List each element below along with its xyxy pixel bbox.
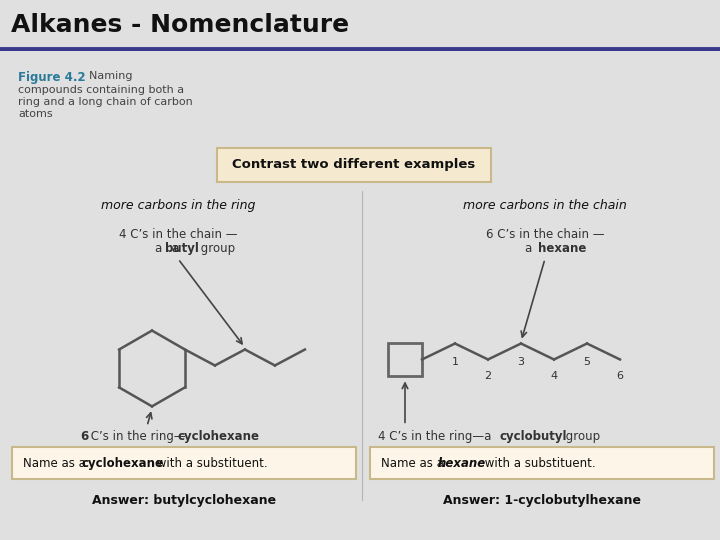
Text: 5: 5 bbox=[583, 357, 590, 368]
Text: 6: 6 bbox=[80, 430, 89, 443]
Text: Alkanes - Nomenclature: Alkanes - Nomenclature bbox=[11, 12, 349, 37]
Text: 4 C’s in the chain —: 4 C’s in the chain — bbox=[119, 228, 238, 241]
FancyBboxPatch shape bbox=[370, 447, 714, 479]
Text: group: group bbox=[197, 242, 235, 255]
Text: a: a bbox=[173, 242, 184, 255]
Text: a: a bbox=[155, 242, 166, 255]
Text: cyclohexane: cyclohexane bbox=[178, 430, 260, 443]
Text: Contrast two different examples: Contrast two different examples bbox=[233, 159, 476, 172]
Text: 4: 4 bbox=[550, 372, 557, 381]
FancyBboxPatch shape bbox=[12, 447, 356, 479]
FancyBboxPatch shape bbox=[217, 148, 491, 182]
Text: more carbons in the ring: more carbons in the ring bbox=[101, 199, 255, 212]
Text: compounds containing both a: compounds containing both a bbox=[18, 85, 184, 95]
Text: C’s in the ring—: C’s in the ring— bbox=[87, 430, 186, 443]
Text: hexane: hexane bbox=[438, 457, 486, 470]
Text: 3: 3 bbox=[518, 357, 524, 368]
Text: atoms: atoms bbox=[18, 109, 53, 119]
Text: a: a bbox=[173, 242, 184, 255]
Text: 6 C’s in the chain —: 6 C’s in the chain — bbox=[486, 228, 604, 241]
Text: Name as a: Name as a bbox=[381, 457, 448, 470]
Text: Answer: 1-cyclobutylhexane: Answer: 1-cyclobutylhexane bbox=[443, 494, 641, 507]
Text: 1: 1 bbox=[451, 357, 459, 368]
Text: a: a bbox=[525, 242, 536, 255]
Text: hexane: hexane bbox=[538, 242, 586, 255]
Text: cyclobutyl: cyclobutyl bbox=[500, 430, 567, 443]
Text: with a substituent.: with a substituent. bbox=[481, 457, 595, 470]
Text: 6: 6 bbox=[616, 372, 624, 381]
Text: Figure 4.2: Figure 4.2 bbox=[18, 71, 86, 84]
Text: Naming: Naming bbox=[82, 71, 132, 81]
Text: ring and a long chain of carbon: ring and a long chain of carbon bbox=[18, 97, 193, 107]
Text: cyclohexane: cyclohexane bbox=[81, 457, 163, 470]
Text: group: group bbox=[562, 430, 600, 443]
Text: 2: 2 bbox=[485, 372, 492, 381]
Text: 4 C’s in the ring—a: 4 C’s in the ring—a bbox=[378, 430, 495, 443]
Text: butyl: butyl bbox=[165, 242, 199, 255]
Text: Answer: butylcyclohexane: Answer: butylcyclohexane bbox=[92, 494, 276, 507]
Text: with a substituent.: with a substituent. bbox=[153, 457, 268, 470]
Text: Name as a: Name as a bbox=[23, 457, 89, 470]
Bar bbox=[388, 342, 422, 376]
Text: more carbons in the chain: more carbons in the chain bbox=[463, 199, 627, 212]
